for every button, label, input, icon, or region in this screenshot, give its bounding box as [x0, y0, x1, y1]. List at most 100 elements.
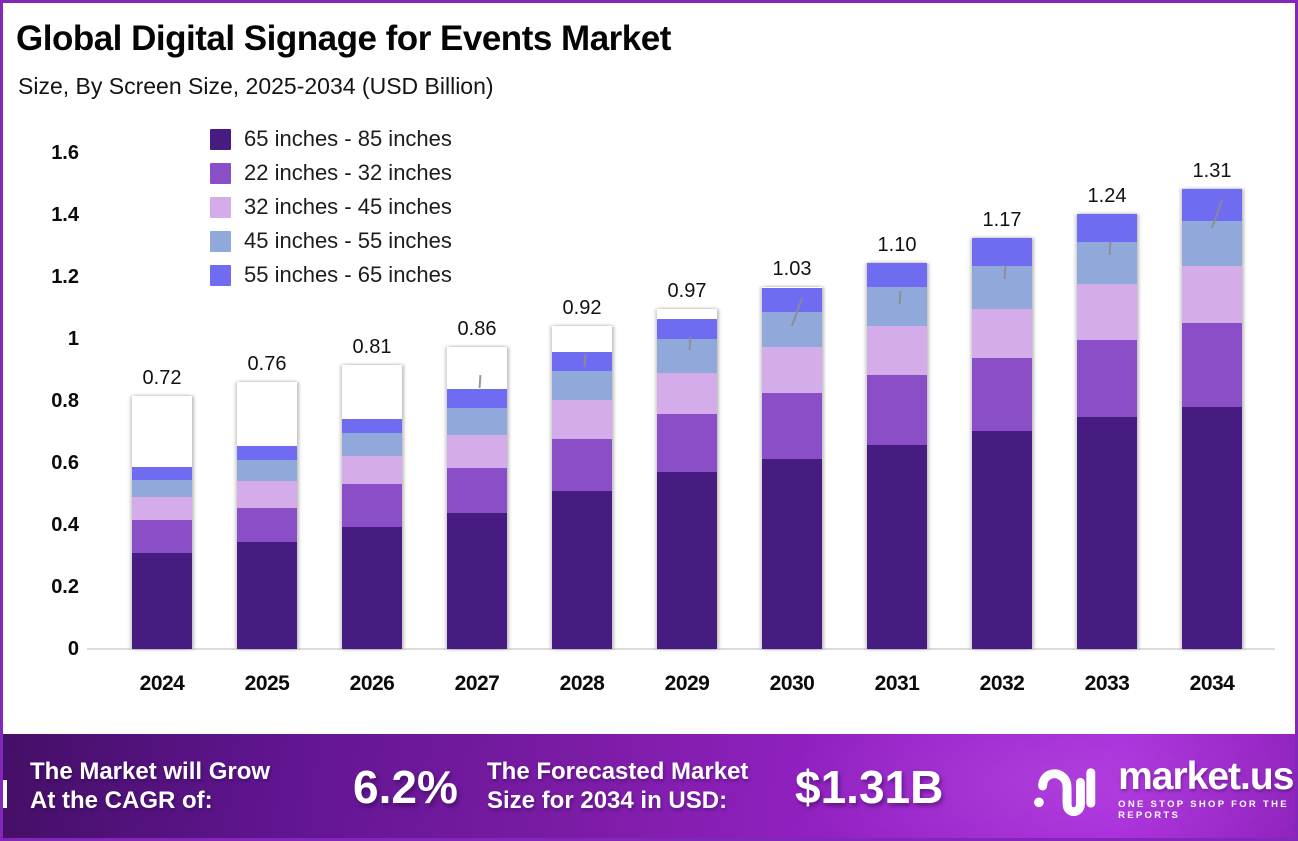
- bar-segment[interactable]: [552, 490, 612, 649]
- legend-label: 22 inches - 32 inches: [244, 160, 452, 185]
- bar-segment[interactable]: [342, 526, 402, 649]
- x-axis-label: 2026: [349, 672, 395, 695]
- legend-item[interactable]: 32 inches - 45 inches: [210, 190, 452, 224]
- bar-segment[interactable]: [342, 418, 402, 433]
- footer-banner: The Market will Grow At the CAGR of: 6.2…: [3, 734, 1295, 838]
- x-axis-label: 2030: [769, 672, 815, 695]
- stacked-bar-2025[interactable]: [237, 382, 297, 649]
- bar-segment[interactable]: [657, 414, 717, 472]
- stacked-bar-2026[interactable]: [342, 365, 402, 649]
- bar-segment[interactable]: [1182, 266, 1242, 323]
- bar-segment[interactable]: [972, 357, 1032, 432]
- legend-item[interactable]: 55 inches - 65 inches: [210, 258, 452, 292]
- bar-segment[interactable]: [342, 455, 402, 485]
- bar-segment[interactable]: [762, 287, 822, 313]
- stacked-bar-2027[interactable]: [447, 347, 507, 649]
- bar-segment[interactable]: [867, 375, 927, 446]
- bar-segment[interactable]: [762, 392, 822, 460]
- y-axis-label: 0.2: [51, 576, 79, 598]
- bar-segment[interactable]: [132, 520, 192, 553]
- bar-segment[interactable]: [1077, 283, 1137, 341]
- y-axis-label: 0.6: [51, 452, 79, 474]
- bar-segment[interactable]: [552, 351, 612, 372]
- bar-segment[interactable]: [552, 371, 612, 401]
- bar-segment[interactable]: [972, 266, 1032, 309]
- bar-segment[interactable]: [447, 467, 507, 514]
- bar-segment[interactable]: [447, 407, 507, 435]
- x-axis-label: 2028: [559, 672, 605, 695]
- bar-segment[interactable]: [552, 439, 612, 491]
- bar-segment[interactable]: [447, 513, 507, 649]
- bar-segment[interactable]: [1077, 340, 1137, 418]
- legend-swatch-icon: [210, 162, 231, 184]
- x-axis-line: [87, 648, 1275, 650]
- bar-segment[interactable]: [237, 542, 297, 649]
- x-axis-label: 2033: [1084, 672, 1130, 695]
- bar-segment[interactable]: [1182, 406, 1242, 649]
- bar-segment[interactable]: [657, 339, 717, 374]
- legend-swatch-icon: [210, 196, 231, 218]
- bar-segment[interactable]: [132, 552, 192, 649]
- x-axis-label: 2032: [979, 672, 1025, 695]
- bar-segment[interactable]: [972, 238, 1032, 267]
- stacked-bar-chart: 0 0.2 0.4 0.6 0.8 1 1.2 1.4 1.6 0.72 2024 0.76 2025…: [3, 3, 1295, 838]
- x-axis-label: 2029: [664, 672, 710, 695]
- bar-segment[interactable]: [552, 400, 612, 440]
- y-axis-label: 0: [67, 638, 79, 660]
- bar-segment[interactable]: [237, 446, 297, 460]
- bar-segment[interactable]: [1077, 241, 1137, 284]
- bar-segment[interactable]: [867, 326, 927, 376]
- bar-total-label: 0.81: [352, 335, 392, 358]
- legend-item[interactable]: 65 inches - 85 inches: [210, 122, 452, 156]
- bar-segment[interactable]: [762, 459, 822, 649]
- bar-segment[interactable]: [342, 432, 402, 456]
- legend-label: 45 inches - 55 inches: [244, 228, 452, 253]
- stacked-bar-2031[interactable]: [867, 262, 927, 649]
- bar-segment[interactable]: [1182, 189, 1242, 221]
- page-title: Global Digital Signage for Events Market: [16, 19, 671, 58]
- legend-item[interactable]: 22 inches - 32 inches: [210, 156, 452, 190]
- bar-segment[interactable]: [867, 287, 927, 327]
- bar-total-label: 0.76: [247, 353, 287, 376]
- bar-segment[interactable]: [1182, 322, 1242, 407]
- cagr-value: 6.2%: [353, 761, 458, 813]
- bar-segment[interactable]: [972, 308, 1032, 358]
- bar-segment[interactable]: [762, 347, 822, 393]
- bar-segment[interactable]: [237, 507, 297, 543]
- legend-label: 65 inches - 85 inches: [244, 126, 452, 151]
- bar-segment[interactable]: [657, 373, 717, 415]
- x-axis-label: 2027: [454, 672, 500, 695]
- bar-segment[interactable]: [867, 262, 927, 288]
- bar-segment[interactable]: [1077, 417, 1137, 649]
- bar-segment[interactable]: [867, 445, 927, 649]
- brand-logo[interactable]: market.us ONE STOP SHOP FOR THE REPORTS: [1033, 752, 1295, 826]
- bar-segment[interactable]: [762, 312, 822, 348]
- bar-segment[interactable]: [657, 471, 717, 649]
- stacked-bar-2032[interactable]: [972, 238, 1032, 649]
- stacked-bar-2033[interactable]: [1077, 213, 1137, 649]
- bar-segment[interactable]: [237, 459, 297, 481]
- bar-total-label: 0.72: [142, 367, 182, 390]
- stacked-bar-2034[interactable]: [1182, 189, 1242, 649]
- stacked-bar-2028[interactable]: [552, 326, 612, 649]
- bar-segment[interactable]: [342, 484, 402, 527]
- forecast-value: $1.31B: [795, 761, 944, 813]
- bar-segment[interactable]: [657, 318, 717, 340]
- stacked-bar-2024[interactable]: [132, 396, 192, 649]
- stacked-bar-2030[interactable]: [762, 287, 822, 649]
- y-axis-label: 1.6: [51, 142, 79, 164]
- market-us-logo-mark-icon: [1034, 768, 1096, 816]
- bar-segment[interactable]: [1077, 213, 1137, 242]
- bar-segment[interactable]: [237, 480, 297, 508]
- bar-segment[interactable]: [447, 389, 507, 408]
- bar-segment[interactable]: [447, 434, 507, 468]
- stacked-bar-2029[interactable]: [657, 309, 717, 649]
- legend-label: 32 inches - 45 inches: [244, 194, 452, 219]
- bar-segment[interactable]: [972, 431, 1032, 649]
- bar-segment[interactable]: [132, 497, 192, 521]
- y-axis-label: 0.4: [51, 514, 79, 536]
- bar-segment[interactable]: [132, 479, 192, 498]
- bar-segment[interactable]: [132, 467, 192, 480]
- legend-item[interactable]: 45 inches - 55 inches: [210, 224, 452, 258]
